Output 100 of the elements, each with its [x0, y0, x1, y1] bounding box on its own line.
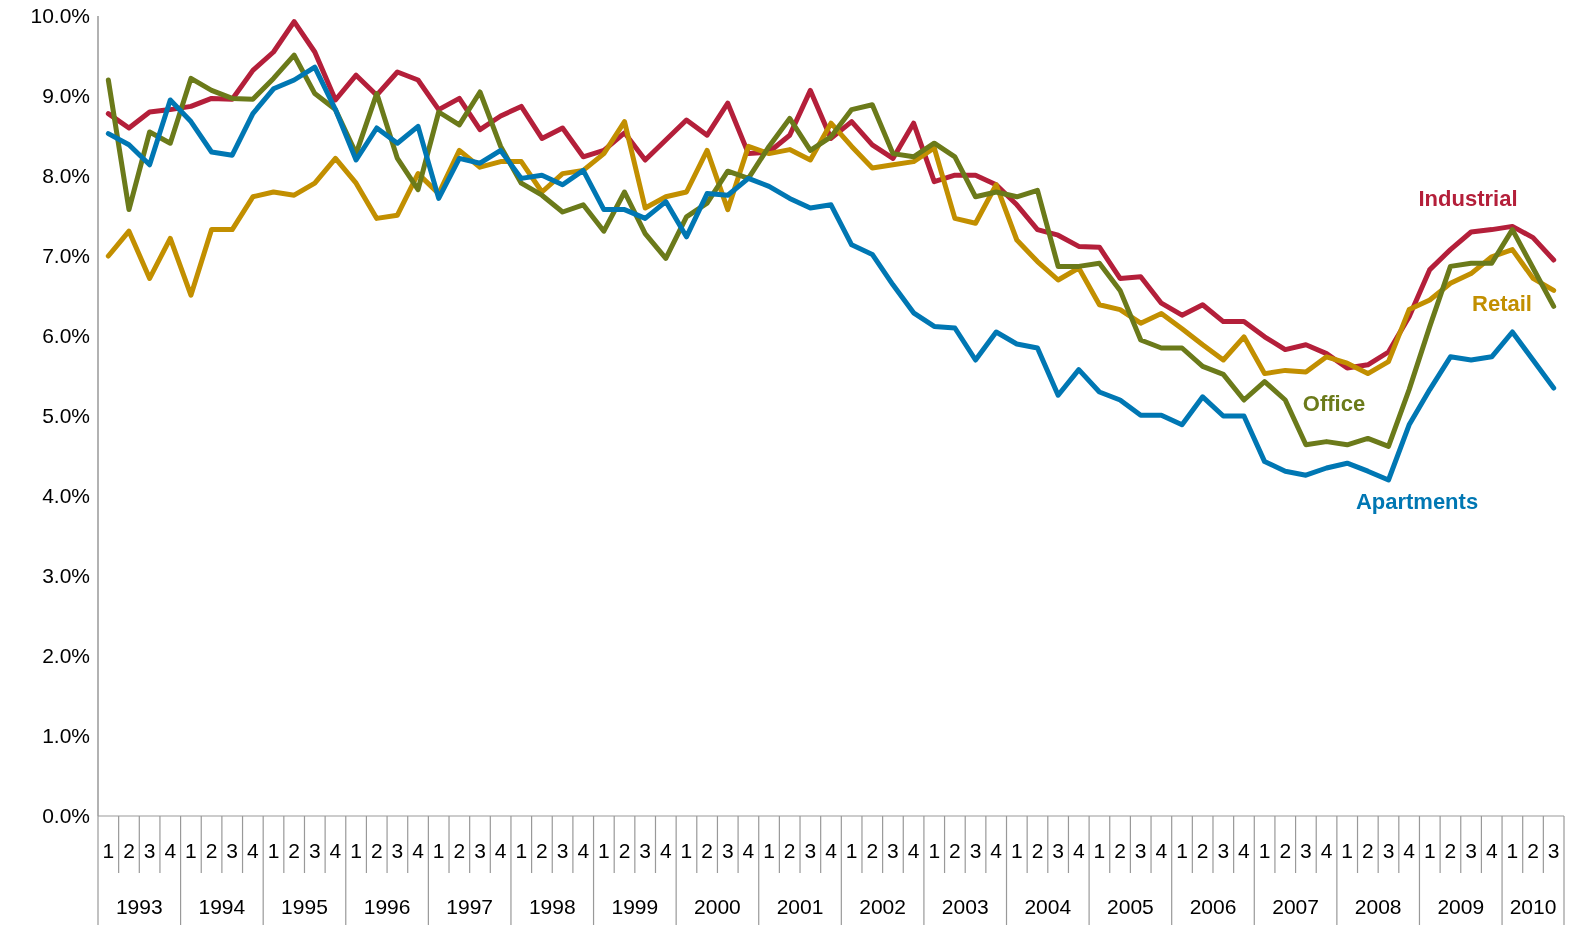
y-tick-label: 9.0% [42, 84, 90, 108]
x-tick-label: 4 [329, 839, 342, 862]
x-tick-label: 2 [123, 839, 135, 862]
x-tick-label: 1 [845, 839, 858, 862]
x-tick-label: 1 [928, 839, 941, 862]
x-tick-label: 1 [1341, 839, 1354, 862]
x-tick-label: 4 [1320, 839, 1333, 862]
x-tick-label: 3 [143, 839, 156, 862]
text: 2004 [1024, 895, 1072, 918]
text: 2006 [1189, 895, 1237, 918]
x-tick-label: 1 [185, 839, 197, 862]
x-tick-label: 3 [804, 839, 817, 862]
x-tick-label: 4 [1238, 839, 1251, 862]
y-tick-label: 10.0% [30, 4, 90, 28]
series-label: Industrial [1418, 186, 1518, 211]
x-tick-label: 2 [701, 839, 713, 862]
x-tick-label: 4 [577, 839, 590, 862]
x-tick-label: 1 [267, 839, 280, 862]
text: 2007 [1272, 895, 1319, 918]
x-tick-label: 3 [1052, 839, 1064, 862]
x-tick-label: 3 [226, 839, 239, 862]
x-tick-label: 4 [1155, 839, 1168, 862]
x-tick-label: 2 [949, 839, 961, 862]
x-tick-label: 4 [247, 839, 260, 862]
x-tick-label: 1 [350, 839, 362, 862]
x-tick-label: 2 [618, 839, 631, 862]
x-tick-label: 3 [1134, 839, 1147, 862]
y-tick-label: 7.0% [42, 244, 90, 268]
text: 2008 [1354, 895, 1402, 918]
x-tick-label: 4 [1072, 839, 1085, 862]
x-tick-label: 3 [639, 839, 652, 862]
x-tick-label: 1 [432, 839, 445, 862]
x-tick-label: 1 [1423, 839, 1436, 862]
x-tick-label: 2 [1444, 839, 1457, 862]
x-tick-label: 3 [556, 839, 569, 862]
x-tick-label: 2 [1527, 839, 1539, 862]
text: 2002 [859, 895, 906, 918]
x-tick-label: 4 [907, 839, 920, 862]
x-tick-label: 1 [1258, 839, 1271, 862]
text: 2009 [1437, 895, 1485, 918]
text: 1999 [611, 895, 659, 918]
text: 1995 [281, 895, 328, 918]
x-tick-label: 2 [205, 839, 218, 862]
y-tick-label: 4.0% [42, 484, 90, 508]
x-tick-label: 4 [1403, 839, 1416, 862]
x-tick-label: 1 [515, 839, 528, 862]
x-tick-label: 4 [659, 839, 672, 862]
x-tick-label: 2 [1114, 839, 1126, 862]
x-tick-label: 2 [1362, 839, 1374, 862]
y-tick-label: 5.0% [42, 404, 90, 428]
y-tick-label: 2.0% [42, 644, 90, 668]
text: 1993 [115, 895, 163, 918]
series-label: Office [1302, 391, 1366, 416]
x-tick-label: 2 [370, 839, 383, 862]
text: 1996 [363, 895, 411, 918]
x-tick-label: 3 [308, 839, 321, 862]
x-tick-label: 1 [1093, 839, 1106, 862]
y-tick-label: 1.0% [42, 724, 90, 748]
x-tick-label: 2 [453, 839, 466, 862]
x-tick-label: 3 [474, 839, 486, 862]
series-label: Apartments [1355, 489, 1479, 514]
text: 2010 [1509, 895, 1557, 918]
x-tick-label: 4 [494, 839, 507, 862]
x-tick-label: 3 [1465, 839, 1477, 862]
y-tick-label: 3.0% [42, 564, 90, 588]
x-tick-label: 2 [783, 839, 796, 862]
x-tick-label: 4 [412, 839, 425, 862]
x-tick-label: 3 [1217, 839, 1230, 862]
x-tick-label: 4 [825, 839, 838, 862]
series-label: Retail [1472, 291, 1532, 316]
x-tick-label: 4 [1485, 839, 1498, 862]
x-tick-label: 3 [391, 839, 404, 862]
x-tick-label: 1 [102, 839, 115, 862]
y-tick-label: 8.0% [42, 164, 90, 188]
x-tick-label: 1 [680, 839, 693, 862]
x-tick-label: 2 [1196, 839, 1209, 862]
x-tick-label: 1 [1010, 839, 1023, 862]
x-tick-label: 1 [1506, 839, 1519, 862]
x-tick-label: 4 [164, 839, 177, 862]
y-tick-label: 6.0% [42, 324, 90, 348]
text: 1997 [446, 895, 494, 918]
x-tick-label: 3 [1382, 839, 1395, 862]
text: 1998 [528, 895, 576, 918]
text: 1994 [198, 895, 246, 918]
x-tick-label: 2 [1279, 839, 1292, 862]
x-tick-label: 2 [1031, 839, 1044, 862]
text: 2003 [941, 895, 989, 918]
y-tick-label: 0.0% [42, 804, 90, 828]
text: 2000 [694, 895, 741, 918]
x-tick-label: 3 [969, 839, 982, 862]
x-tick-label: 1 [1176, 839, 1188, 862]
x-tick-label: 3 [1300, 839, 1312, 862]
text: 2005 [1107, 895, 1154, 918]
x-tick-label: 3 [721, 839, 734, 862]
x-tick-label: 3 [887, 839, 899, 862]
x-tick-label: 3 [1547, 839, 1560, 862]
x-tick-label: 2 [288, 839, 300, 862]
x-tick-label: 2 [536, 839, 548, 862]
x-tick-label: 4 [990, 839, 1003, 862]
x-tick-label: 2 [866, 839, 879, 862]
